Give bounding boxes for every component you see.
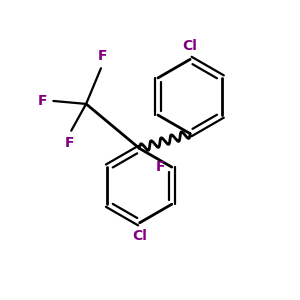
Text: F: F bbox=[98, 49, 107, 63]
Text: F: F bbox=[65, 136, 74, 150]
Text: F: F bbox=[38, 94, 47, 108]
Text: Cl: Cl bbox=[132, 230, 147, 243]
Text: F: F bbox=[156, 160, 165, 174]
Text: Cl: Cl bbox=[183, 39, 198, 53]
